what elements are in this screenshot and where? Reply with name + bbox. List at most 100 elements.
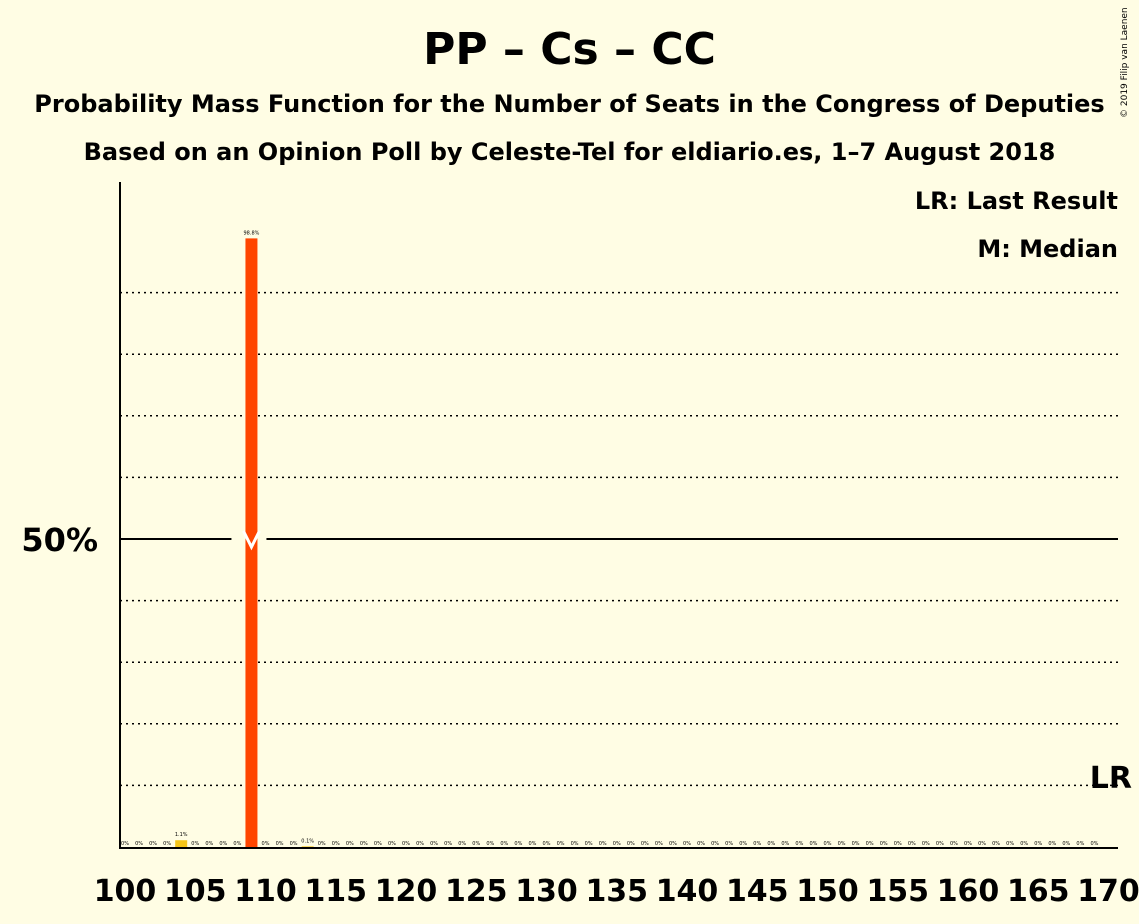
x-tick-125: 125: [445, 874, 508, 909]
x-tick-145: 145: [726, 874, 789, 909]
bar-label-102: 0%: [149, 841, 157, 847]
x-tick-120: 120: [375, 874, 438, 909]
bar-label-152: 0%: [852, 841, 860, 847]
x-tick-115: 115: [304, 874, 367, 909]
bar-label-119: 0%: [388, 841, 396, 847]
bar-label-166: 0%: [1048, 841, 1056, 847]
x-tick-165: 165: [1007, 874, 1070, 909]
bar-113: [301, 846, 314, 847]
bar-label-133: 0%: [585, 841, 593, 847]
bar-label-110: 0%: [262, 841, 270, 847]
y-tick-label-50: 50%: [21, 521, 98, 559]
bar-label-165: 0%: [1034, 841, 1042, 847]
bars: [175, 238, 314, 848]
bar-label-130: 0%: [543, 841, 551, 847]
bar-label-151: 0%: [838, 841, 846, 847]
median-chevron: [242, 530, 261, 551]
bar-label-103: 0%: [163, 841, 171, 847]
bar-label-141: 0%: [697, 841, 705, 847]
bar-label-156: 0%: [908, 841, 916, 847]
bar-label-167: 0%: [1062, 841, 1070, 847]
bar-label-107: 0%: [219, 841, 227, 847]
bar-label-129: 0%: [528, 841, 536, 847]
bar-label-114: 0%: [318, 841, 326, 847]
bar-label-148: 0%: [795, 841, 803, 847]
median-marker: [231, 530, 267, 551]
x-tick-100: 100: [94, 874, 157, 909]
bar-label-159: 0%: [950, 841, 958, 847]
bar-label-118: 0%: [374, 841, 382, 847]
bar-label-112: 0%: [290, 841, 298, 847]
bar-label-155: 0%: [894, 841, 902, 847]
x-tick-130: 130: [515, 874, 578, 909]
bar-labels: 0% 0% 0% 0% 1.1% 0% 0% 0% 0% 98.8% 0% 0% 0% 0.1% 0% 0% 0…: [121, 230, 1099, 847]
x-tick-135: 135: [585, 874, 648, 909]
bar-label-163: 0%: [1006, 841, 1014, 847]
bar-label-104: 1.1%: [175, 832, 188, 838]
bar-label-122: 0%: [430, 841, 438, 847]
x-tick-labels: 100 105 110 115 120 125 130 135 140 145 150 155 160 1…: [94, 874, 1139, 909]
bar-label-105: 0%: [191, 841, 199, 847]
chart-subtitle: Probability Mass Function for the Number…: [34, 90, 1105, 118]
bar-label-136: 0%: [627, 841, 635, 847]
bar-label-139: 0%: [669, 841, 677, 847]
legend-median: M: Median: [977, 235, 1118, 263]
x-tick-160: 160: [937, 874, 1000, 909]
gridlines: [120, 291, 1118, 787]
bar-label-145: 0%: [753, 841, 761, 847]
bar-label-132: 0%: [571, 841, 579, 847]
median-gap-right: [257, 536, 267, 542]
bar-label-127: 0%: [500, 841, 508, 847]
legend-last-result: LR: Last Result: [915, 187, 1118, 215]
last-result-marker: LR: [1090, 761, 1132, 796]
x-tick-170: 170: [1077, 874, 1139, 909]
bar-label-154: 0%: [880, 841, 888, 847]
bar-label-108: 0%: [233, 841, 241, 847]
bar-label-146: 0%: [767, 841, 775, 847]
bar-label-116: 0%: [346, 841, 354, 847]
bar-label-144: 0%: [739, 841, 747, 847]
bar-label-123: 0%: [444, 841, 452, 847]
x-tick-150: 150: [796, 874, 859, 909]
x-tick-105: 105: [164, 874, 227, 909]
bar-label-158: 0%: [936, 841, 944, 847]
x-tick-140: 140: [656, 874, 719, 909]
chart-title: PP – Cs – CC: [423, 24, 716, 75]
bar-label-111: 0%: [276, 841, 284, 847]
chart-source: Based on an Opinion Poll by Celeste-Tel …: [83, 138, 1056, 166]
median-gap-left: [231, 536, 246, 542]
bar-label-128: 0%: [514, 841, 522, 847]
bar-label-161: 0%: [978, 841, 986, 847]
bar-label-153: 0%: [866, 841, 874, 847]
bar-label-121: 0%: [416, 841, 424, 847]
bar-104: [175, 840, 188, 847]
bar-label-100: 0%: [121, 841, 129, 847]
bar-label-115: 0%: [332, 841, 340, 847]
bar-label-142: 0%: [711, 841, 719, 847]
bar-label-138: 0%: [655, 841, 663, 847]
median-gap: [237, 536, 266, 542]
bar-label-106: 0%: [205, 841, 213, 847]
bar-label-113: 0.1%: [301, 838, 314, 844]
bar-label-147: 0%: [781, 841, 789, 847]
bar-label-117: 0%: [360, 841, 368, 847]
bar-label-160: 0%: [964, 841, 972, 847]
bar-label-134: 0%: [599, 841, 607, 847]
bar-label-124: 0%: [458, 841, 466, 847]
bar-label-150: 0%: [824, 841, 832, 847]
x-tick-155: 155: [866, 874, 929, 909]
bar-label-162: 0%: [992, 841, 1000, 847]
bar-label-125: 0%: [472, 841, 480, 847]
bar-label-109: 98.8%: [244, 230, 260, 236]
bar-label-157: 0%: [922, 841, 930, 847]
bar-label-135: 0%: [613, 841, 621, 847]
bar-label-164: 0%: [1020, 841, 1028, 847]
bar-label-101: 0%: [135, 841, 143, 847]
bar-label-140: 0%: [683, 841, 691, 847]
bar-label-137: 0%: [641, 841, 649, 847]
bar-label-168: 0%: [1076, 841, 1084, 847]
bar-label-143: 0%: [725, 841, 733, 847]
bar-label-126: 0%: [486, 841, 494, 847]
bar-label-169: 0%: [1090, 841, 1098, 847]
